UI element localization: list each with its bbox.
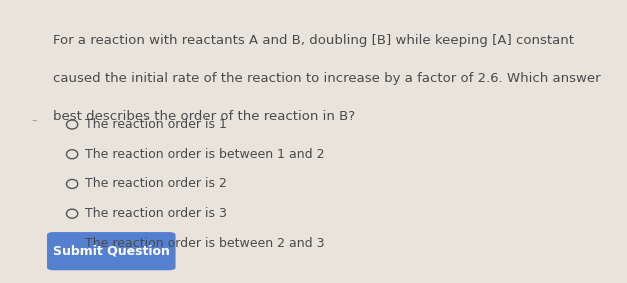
Text: The reaction order is 1: The reaction order is 1 bbox=[85, 118, 226, 131]
Text: The reaction order is 2: The reaction order is 2 bbox=[85, 177, 226, 190]
Text: The reaction order is 3: The reaction order is 3 bbox=[85, 207, 226, 220]
Text: best describes the order of the reaction in B?: best describes the order of the reaction… bbox=[53, 110, 356, 123]
Text: For a reaction with reactants A and B, doubling [B] while keeping [A] constant: For a reaction with reactants A and B, d… bbox=[53, 34, 574, 47]
Text: Submit Question: Submit Question bbox=[53, 245, 170, 258]
Text: The reaction order is between 2 and 3: The reaction order is between 2 and 3 bbox=[85, 237, 324, 250]
Text: The reaction order is between 1 and 2: The reaction order is between 1 and 2 bbox=[85, 148, 324, 161]
Text: caused the initial rate of the reaction to increase by a factor of 2.6. Which an: caused the initial rate of the reaction … bbox=[53, 72, 601, 85]
Text: –: – bbox=[32, 115, 37, 125]
FancyBboxPatch shape bbox=[47, 232, 176, 270]
